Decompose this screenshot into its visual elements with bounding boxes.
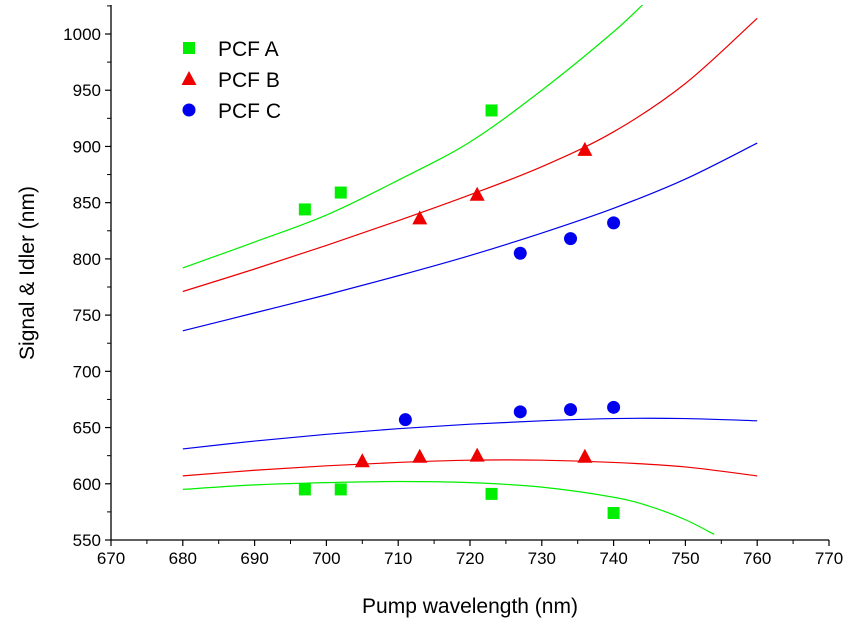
x-tick-label: 680 [169,549,197,568]
y-tick-label: 550 [73,531,101,550]
pcf-b-data-point [412,210,428,225]
x-axis-ticks: 670 680 690 700 710 720 730 740 750 760 770 [97,540,843,568]
x-axis-title: Pump wavelength (nm) [362,595,578,618]
x-tick-label: 770 [815,549,843,568]
pcf-c-data-point [513,405,527,419]
pcf-b-data-point [469,447,485,462]
pcf-c-data-point [607,400,621,414]
x-tick-label: 720 [456,549,484,568]
x-tick-label: 700 [312,549,340,568]
pcf-c-legend-marker [182,103,196,117]
x-tick-label: 750 [671,549,699,568]
pcf-a-data-point [485,104,498,117]
y-tick-label: 800 [73,250,101,269]
y-tick-label: 750 [73,306,101,325]
x-tick-label: 690 [240,549,268,568]
pcf-b-data-point [577,448,593,463]
pcf-b-data-point [412,448,428,463]
x-tick-label: 730 [528,549,556,568]
pcf-a-data-point [607,507,620,520]
pcf-a-data-point [334,483,347,496]
pcf-b-fit-lower [182,459,758,477]
pcf-b-legend-marker [181,71,197,85]
x-tick-label: 740 [599,549,627,568]
y-tick-label: 700 [73,362,101,381]
pcf-a-fit-lower [182,480,715,535]
y-tick-label: 650 [73,419,101,438]
y-axis-ticks: 550 600 650 700 750 800 850 900 950 1000 [63,5,111,550]
pcf-c-data-point [564,232,578,246]
x-tick-label: 670 [97,549,125,568]
legend: PCF A PCF B PCF C [181,38,281,123]
x-tick-label: 760 [743,549,771,568]
pcf-a-legend-marker [183,42,195,54]
pcf-c-data-point [607,216,621,230]
pcf-c-fit-lower [182,417,758,450]
pcf-b-legend-label: PCF B [218,69,280,92]
pcf-b-data-point [469,186,485,201]
x-tick-label: 710 [384,549,412,568]
pcf-c-legend-label: PCF C [218,100,281,123]
pcf-b-data-point [577,141,593,156]
pcf-a-legend-label: PCF A [218,38,279,61]
y-tick-label: 950 [73,81,101,100]
pcf-c-fit-upper [182,142,758,332]
pcf-a-data-point [334,186,347,199]
pcf-c-data-point [564,403,578,417]
fit-curves [182,5,758,535]
pcf-c-data-point [513,246,527,260]
y-axis-title: Signal & Idler (nm) [16,186,39,360]
pcf-b-data-point [354,453,370,468]
pcf-a-data-point [298,203,311,216]
data-markers [298,104,621,520]
y-tick-label: 900 [73,137,101,156]
pcf-a-data-point [485,487,498,500]
pcf-b-fit-upper [182,17,758,293]
pcf-a-fit-upper [182,5,644,269]
y-tick-label: 850 [73,194,101,213]
pcf-a-data-point [298,483,311,496]
pcf-c-data-point [398,413,412,427]
y-tick-label: 1000 [63,25,101,44]
y-tick-label: 600 [73,475,101,494]
